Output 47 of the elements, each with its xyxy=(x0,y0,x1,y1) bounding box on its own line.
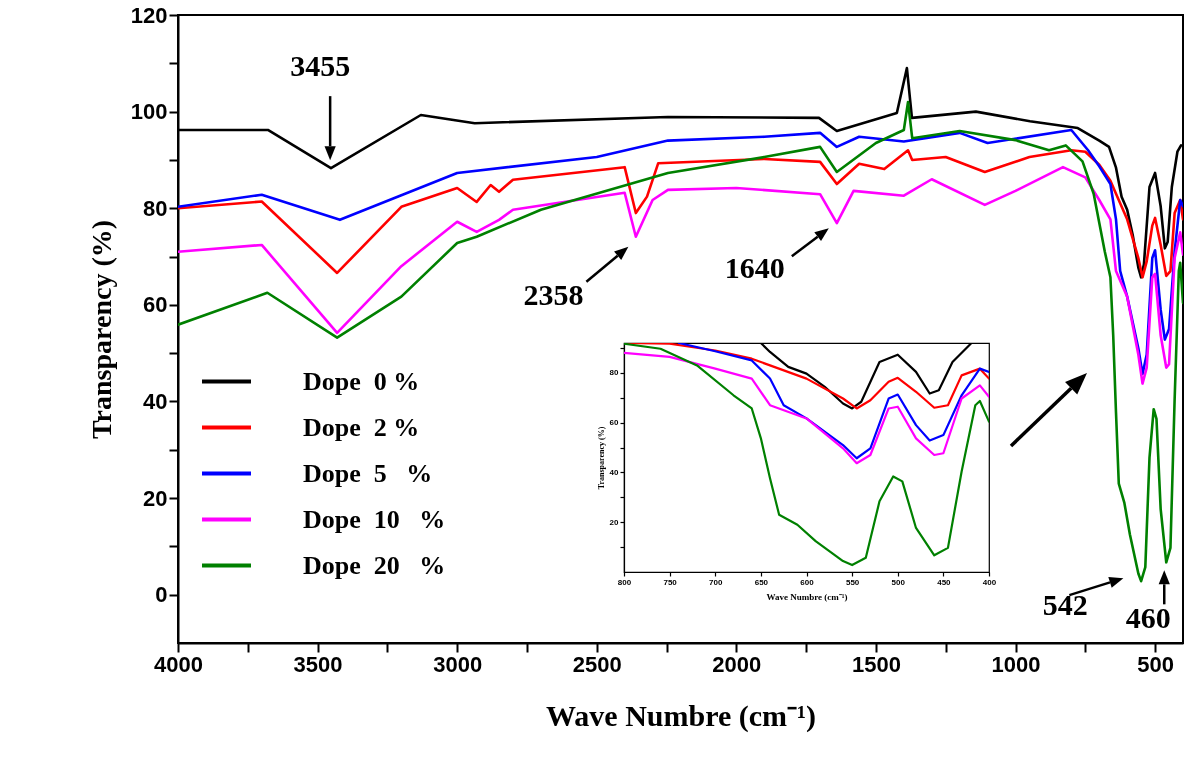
y-tick-label: 20 xyxy=(609,517,620,527)
x-tick-label: 400 xyxy=(982,577,997,587)
x-tick-label: 3500 xyxy=(293,651,343,677)
legend-label: Dope 10 % xyxy=(303,504,446,534)
x-tick-label: 450 xyxy=(937,577,952,587)
x-tick-label: 2500 xyxy=(572,651,622,677)
y-tick-label: 20 xyxy=(143,485,168,511)
x-tick-label: 600 xyxy=(800,577,815,587)
line-series xyxy=(677,343,989,460)
annotation: 460 xyxy=(1125,601,1171,635)
y-tick-label: 60 xyxy=(609,418,620,428)
annotation: 542 xyxy=(1042,588,1088,622)
legend-label: Dope 2 % xyxy=(303,412,420,442)
x-tick-label: 700 xyxy=(709,577,723,587)
y-tick-label: 120 xyxy=(130,2,168,28)
y-tick-label: 60 xyxy=(143,292,168,318)
line-series xyxy=(624,343,989,567)
x-tick-label: 550 xyxy=(845,577,860,587)
x-tick-label: 3000 xyxy=(433,651,483,677)
line-series xyxy=(178,148,1183,279)
x-tick-label: 750 xyxy=(663,577,678,587)
y-tick-label: 80 xyxy=(609,368,620,378)
y-tick-label: 100 xyxy=(130,99,168,125)
y-tick-label: 40 xyxy=(609,467,620,477)
y-tick-label: 40 xyxy=(143,388,168,414)
x-tick-label: 2000 xyxy=(712,651,762,677)
y-axis-title: Transparency (%) xyxy=(85,219,117,440)
x-tick-label: 650 xyxy=(754,577,769,587)
annotation: 2358 xyxy=(523,277,584,311)
x-tick-label: 500 xyxy=(891,577,906,587)
x-tick-label: 800 xyxy=(617,577,632,587)
y-tick-label: 0 xyxy=(155,582,168,608)
annotation: 3455 xyxy=(290,49,351,83)
legend-label: Dope 0 % xyxy=(303,366,420,396)
legend-label: Dope 20 % xyxy=(303,550,446,580)
x-axis-title: Wave Numbre (cm⁻¹) xyxy=(545,698,817,733)
x-tick-label: 1000 xyxy=(991,651,1041,677)
line-series xyxy=(624,351,989,465)
legend-label: Dope 5 % xyxy=(303,458,433,488)
line-series xyxy=(178,100,1183,583)
x-tick-label: 4000 xyxy=(154,651,203,677)
y-axis-title: Transparency (%) xyxy=(596,426,606,490)
y-tick-label: 80 xyxy=(143,195,168,221)
x-axis-title: Wave Numbre (cm⁻¹) xyxy=(766,591,848,602)
x-tick-label: 500 xyxy=(1137,651,1174,677)
x-tick-label: 1500 xyxy=(851,651,901,677)
annotation: 1640 xyxy=(724,251,785,285)
